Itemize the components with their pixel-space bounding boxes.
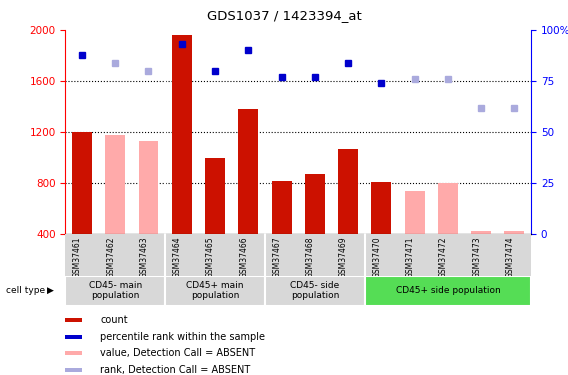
Bar xyxy=(205,158,225,234)
Text: GSM37466: GSM37466 xyxy=(239,237,248,278)
Text: rank, Detection Call = ABSENT: rank, Detection Call = ABSENT xyxy=(101,365,250,375)
Text: GSM37471: GSM37471 xyxy=(406,237,415,278)
Text: percentile rank within the sample: percentile rank within the sample xyxy=(101,332,265,342)
Text: cell type: cell type xyxy=(6,286,45,295)
Text: CD45+ main
population: CD45+ main population xyxy=(186,281,244,300)
Text: CD45+ side population: CD45+ side population xyxy=(395,286,500,295)
Bar xyxy=(72,132,92,234)
Text: GSM37465: GSM37465 xyxy=(206,237,215,278)
Bar xyxy=(65,368,82,372)
Bar xyxy=(172,35,192,234)
Bar xyxy=(239,109,258,234)
Bar xyxy=(272,181,291,234)
Bar xyxy=(105,135,125,234)
Bar xyxy=(371,182,391,234)
Text: ▶: ▶ xyxy=(47,286,54,295)
Bar xyxy=(365,276,531,306)
Bar xyxy=(504,231,524,234)
Text: GSM37462: GSM37462 xyxy=(106,237,115,278)
Bar xyxy=(265,276,365,306)
Text: GSM37464: GSM37464 xyxy=(173,237,182,278)
Bar xyxy=(65,351,82,355)
Text: CD45- side
population: CD45- side population xyxy=(290,281,340,300)
Text: GDS1037 / 1423394_at: GDS1037 / 1423394_at xyxy=(207,9,361,22)
Bar xyxy=(305,174,325,234)
Text: GSM37472: GSM37472 xyxy=(439,237,448,278)
Text: CD45- main
population: CD45- main population xyxy=(89,281,142,300)
Text: GSM37473: GSM37473 xyxy=(472,237,481,278)
Text: GSM37469: GSM37469 xyxy=(339,237,348,278)
Text: GSM37468: GSM37468 xyxy=(306,237,315,278)
Bar xyxy=(338,149,358,234)
Text: GSM37474: GSM37474 xyxy=(506,237,515,278)
Text: GSM37463: GSM37463 xyxy=(140,237,148,278)
Text: GSM37467: GSM37467 xyxy=(273,237,282,278)
Bar xyxy=(65,276,165,306)
Text: GSM37461: GSM37461 xyxy=(73,237,82,278)
Bar xyxy=(139,141,158,234)
Text: count: count xyxy=(101,315,128,325)
Bar xyxy=(165,276,265,306)
Bar xyxy=(65,318,82,322)
Text: value, Detection Call = ABSENT: value, Detection Call = ABSENT xyxy=(101,348,256,358)
Bar xyxy=(65,334,82,339)
Text: GSM37470: GSM37470 xyxy=(373,237,381,278)
Bar xyxy=(438,183,458,234)
Bar xyxy=(404,191,425,234)
Bar xyxy=(471,231,491,234)
